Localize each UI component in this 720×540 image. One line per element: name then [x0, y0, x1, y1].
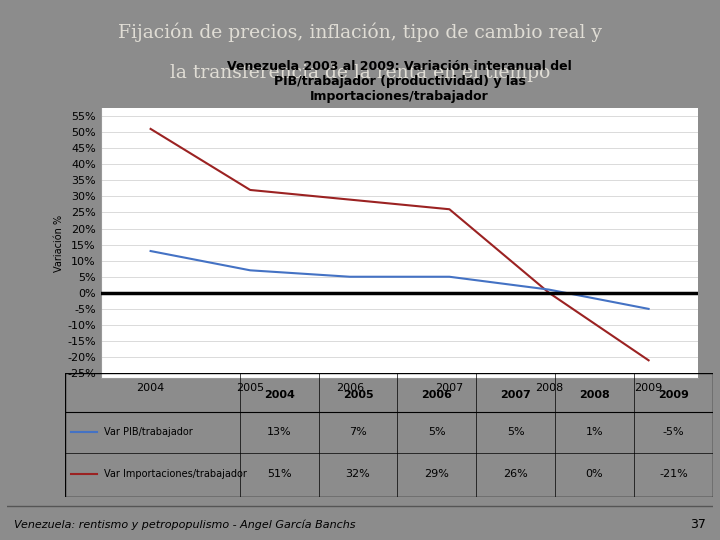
Text: Var Importaciones/trabajador: Var Importaciones/trabajador — [104, 469, 246, 480]
Text: 1%: 1% — [586, 427, 603, 437]
Text: 26%: 26% — [503, 469, 528, 480]
Text: Var PIB/trabajador: Var PIB/trabajador — [104, 427, 192, 437]
Text: Fijación de precios, inflación, tipo de cambio real y: Fijación de precios, inflación, tipo de … — [118, 22, 602, 42]
Text: Venezuela: rentismo y petropopulismo - Angel García Banchs: Venezuela: rentismo y petropopulismo - A… — [14, 519, 356, 530]
Text: -5%: -5% — [662, 427, 684, 437]
Text: 2005: 2005 — [343, 390, 374, 400]
Text: 37: 37 — [690, 518, 706, 531]
Text: 32%: 32% — [346, 469, 370, 480]
Text: 13%: 13% — [267, 427, 292, 437]
Text: 2007: 2007 — [500, 390, 531, 400]
Text: 5%: 5% — [507, 427, 524, 437]
Title: Venezuela 2003 al 2009: Variación interanual del
PIB/trabajador (productividad) : Venezuela 2003 al 2009: Variación intera… — [228, 59, 572, 103]
Y-axis label: Variación %: Variación % — [55, 214, 64, 272]
Text: 7%: 7% — [349, 427, 367, 437]
Text: 2009: 2009 — [658, 390, 689, 400]
Text: 5%: 5% — [428, 427, 446, 437]
Text: 2004: 2004 — [264, 390, 294, 400]
Text: 29%: 29% — [424, 469, 449, 480]
Text: 51%: 51% — [267, 469, 292, 480]
Text: 2008: 2008 — [579, 390, 610, 400]
Text: 2006: 2006 — [421, 390, 452, 400]
Text: 0%: 0% — [586, 469, 603, 480]
Text: -21%: -21% — [659, 469, 688, 480]
Text: la transferencia de la renta en el tiempo: la transferencia de la renta en el tiemp… — [170, 64, 550, 83]
